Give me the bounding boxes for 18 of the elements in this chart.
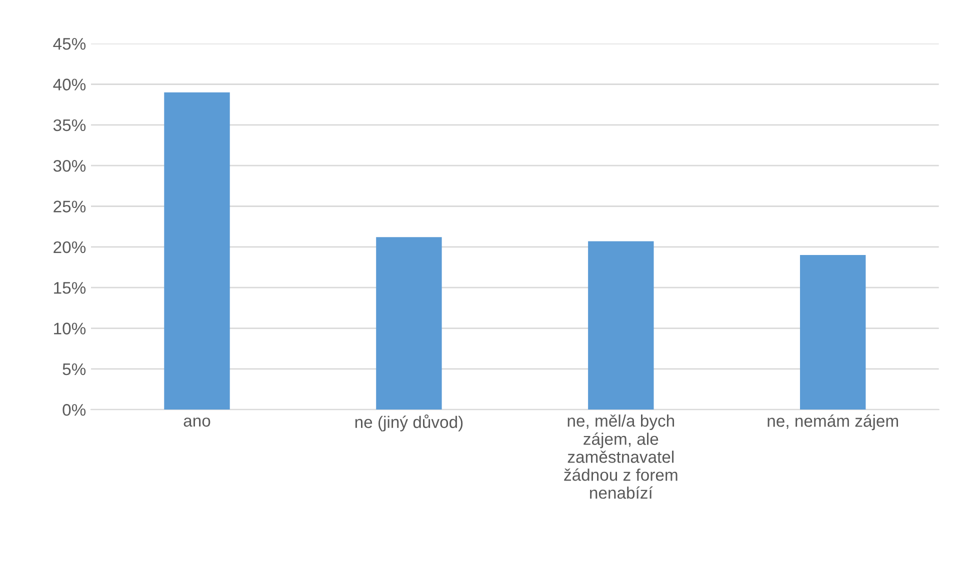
bar: [588, 241, 654, 410]
y-tick-label: 35%: [53, 119, 86, 132]
bar: [376, 237, 442, 410]
y-tick-label: 15%: [54, 282, 86, 294]
y-tick-label: 45%: [53, 38, 86, 50]
y-tick-label: 0%: [62, 404, 86, 416]
y-tick-label: 5%: [62, 363, 86, 376]
x-tick-label: ano: [184, 418, 210, 427]
bar: [800, 255, 866, 410]
bar: [164, 92, 230, 410]
x-tick-label: ne, měl/a bych zájem, ale zaměstnavatel žádnou z forem nenabízí: [564, 414, 678, 499]
y-tick-label: 10%: [54, 322, 86, 334]
y-tick-label: 30%: [53, 160, 86, 172]
y-tick-label: 40%: [53, 78, 86, 90]
x-tick-label: ne (jiný důvod): [355, 414, 463, 432]
y-tick-label: 25%: [54, 200, 86, 212]
y-tick-label: 20%: [54, 241, 86, 254]
x-tick-label: ne, nemám zájem: [768, 414, 898, 430]
